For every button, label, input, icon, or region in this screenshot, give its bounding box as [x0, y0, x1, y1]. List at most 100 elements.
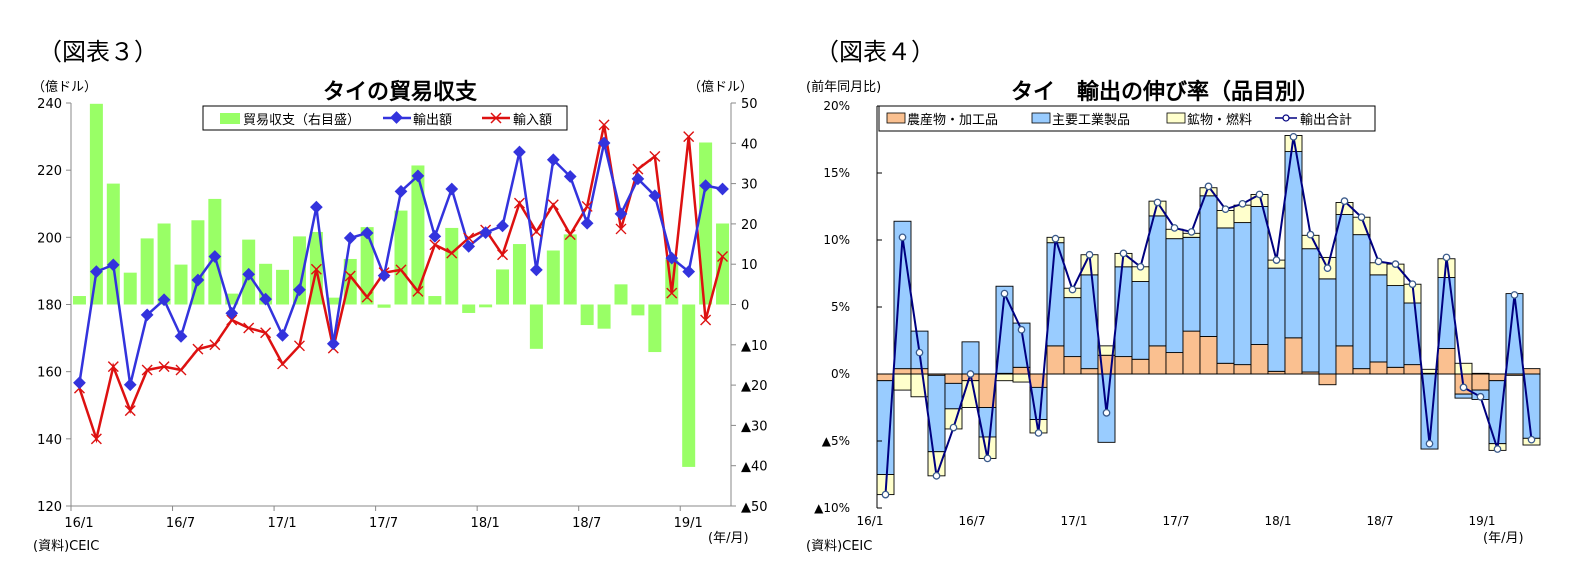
export-total-point [1085, 250, 1094, 259]
agri-bar-segment [1114, 356, 1133, 375]
fig3-right-tick-label: ▲30 [741, 419, 768, 434]
fig4-legend: 農産物・加工品 主要工業製品 鉱物・燃料 輸出合計 [878, 105, 1376, 132]
export-total-point [1391, 260, 1400, 268]
fig4-y-tick-label: 5% [831, 300, 850, 314]
imports-point [717, 250, 729, 262]
legend-industrial-swatch [1031, 112, 1051, 124]
fig4-plot: ▲10% ▲5% 0% 5% 10% 15% 20% 16/1 16/7 17/1 17/7 18/1… [814, 99, 1541, 528]
fig3-x-tick-label: 18/7 [572, 516, 601, 531]
exports-point [259, 292, 272, 306]
imports-point [107, 361, 119, 373]
agri-bar-segment [1335, 345, 1354, 375]
fig4-y-tick-label: ▲5% [822, 434, 850, 448]
fig4-x-tick-label: 19/1 [1469, 514, 1496, 528]
trade-balance-bar [614, 284, 628, 305]
imports-point [700, 314, 712, 326]
export-total-point [1187, 228, 1196, 236]
export-total-point [1017, 325, 1026, 334]
imports-point [530, 226, 542, 238]
fig3-x-tick-label: 16/1 [64, 516, 93, 531]
fig4-y-tick-label: 15% [823, 166, 850, 180]
imports-point [666, 287, 678, 299]
industrial-bar-segment [1165, 238, 1184, 354]
legend-mineral-label: 鉱物・燃料 [1187, 112, 1252, 128]
trade-balance-bar [157, 223, 171, 305]
fig3-right-tick-label: 30 [741, 178, 758, 193]
fig3-right-tick-label: 10 [741, 258, 758, 273]
imports-point [90, 433, 102, 445]
fig3-right-tick-label: 50 [741, 97, 758, 112]
trade-balance-bar [512, 244, 526, 305]
exports-point [73, 376, 86, 390]
industrial-bar-segment [1369, 274, 1388, 363]
agri-bar-segment [893, 368, 912, 375]
export-total-point [1034, 429, 1043, 437]
export-total-point [1000, 289, 1009, 298]
export-total-point [1493, 445, 1502, 453]
imports-point [192, 343, 204, 355]
fig3-right-tick-label: ▲10 [741, 339, 768, 354]
fig3-left-tick-label: 240 [37, 97, 62, 112]
fig4-y-tick-label: ▲10% [814, 501, 850, 515]
imports-point [683, 131, 695, 143]
fig3-legend: 貿易収支（右目盛） 輸出額 輸入額 [202, 105, 568, 131]
imports-point [226, 314, 238, 326]
fig3-left-tick-label: 200 [37, 231, 62, 246]
imports-point [175, 364, 187, 376]
export-total-point [1306, 230, 1315, 239]
fig3-left-tick-label: 140 [37, 433, 62, 448]
export-total-point [1102, 409, 1111, 417]
agri-bar-segment [1471, 373, 1490, 391]
exports-point [225, 306, 239, 320]
export-total-point [1221, 205, 1230, 214]
agri-bar-segment [1233, 364, 1252, 375]
trade-balance-bar [411, 165, 425, 305]
trade-balance-bar [428, 296, 442, 305]
industrial-bar-segment [1080, 274, 1099, 370]
exports-point [343, 231, 357, 245]
agri-bar-segment [1063, 356, 1082, 375]
exports-point [479, 226, 492, 239]
imports-point [310, 263, 322, 275]
agri-bar-segment [1165, 352, 1184, 375]
fig4-y-tick-label: 10% [823, 233, 850, 247]
fig4-x-tick-label: 18/1 [1265, 514, 1292, 528]
trade-balance-bar [326, 297, 340, 305]
trade-balance-bar [123, 272, 137, 305]
imports-point [293, 340, 305, 352]
trade-balance-bar [106, 183, 120, 305]
industrial-bar-segment [1148, 215, 1167, 347]
legend-imports-label: 輸入額 [513, 113, 552, 128]
fig3-right-tick-label: ▲40 [741, 460, 768, 475]
export-total-point [881, 490, 890, 499]
fig3-title: タイの貿易収支 [323, 80, 478, 105]
exports-point [90, 265, 103, 278]
exports-point [326, 337, 340, 351]
fig3-x-tick-label: 17/1 [267, 516, 296, 531]
agri-bar-segment [1488, 373, 1507, 382]
fig3-left-tick-label: 180 [37, 299, 62, 314]
trade-balance-bar [72, 296, 86, 305]
agri-bar-segment [1148, 345, 1167, 375]
figure4-label: （図表４） [815, 38, 935, 66]
agri-bar-segment [876, 373, 895, 382]
exports-point [496, 219, 509, 233]
exports-point [445, 182, 459, 196]
imports-point [209, 339, 221, 351]
exports-point [208, 250, 222, 263]
industrial-bar-segment [961, 341, 980, 375]
fig3-x-unit: (年/月) [708, 531, 749, 546]
trade-balance-bar [462, 304, 476, 313]
exports-point [513, 145, 526, 159]
trade-balance-bar [140, 238, 154, 305]
industrial-bar-segment [1182, 236, 1201, 332]
imports-point [513, 197, 525, 209]
exports-point [123, 378, 137, 392]
imports-point [547, 199, 559, 211]
trade-balance-bar [191, 220, 205, 305]
agri-bar-segment [1284, 337, 1303, 375]
export-total-point [1051, 234, 1060, 243]
imports-point [243, 322, 255, 334]
legend-total-marker [1282, 114, 1290, 122]
